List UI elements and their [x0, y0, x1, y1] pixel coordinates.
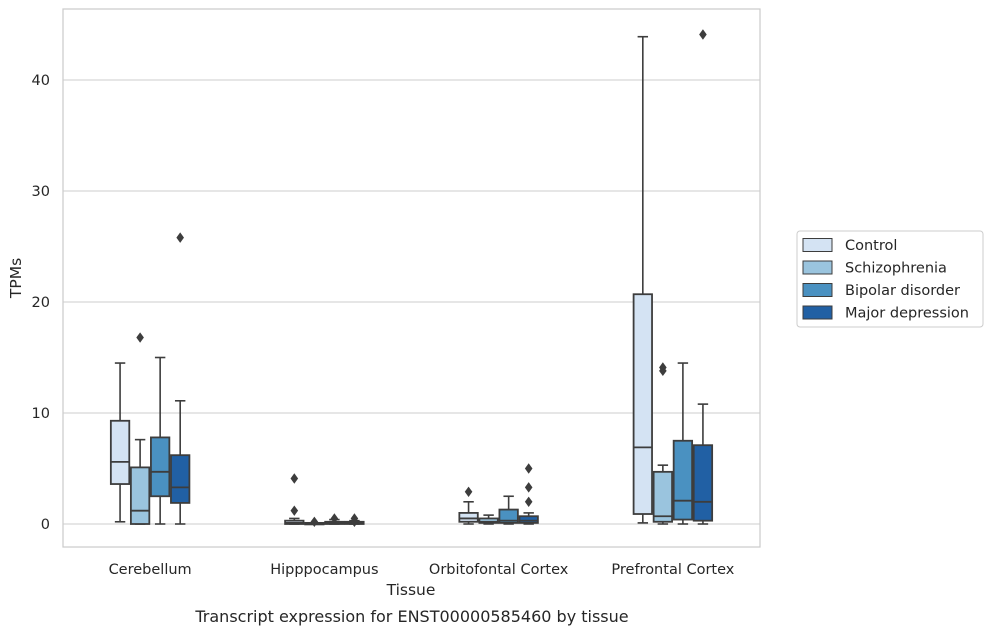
legend-frame: [796, 230, 984, 328]
box-2-0: [458, 486, 479, 525]
box-0-3: [170, 232, 191, 525]
box-3-1: [652, 362, 673, 525]
plot-frame: [62, 8, 761, 548]
box-2-2: [498, 495, 519, 525]
box-body: [518, 515, 539, 524]
outlier-point-0: [310, 516, 319, 527]
box-body: [150, 436, 171, 498]
legend-entries: Control Schizophrenia Bipolar disorder Majo…: [802, 238, 969, 322]
outlier-point-0: [464, 486, 473, 498]
box-0-0: [109, 362, 131, 523]
x-tick-label-1: Hipppocampus: [270, 562, 378, 578]
boxes: [109, 29, 714, 527]
outlier-point-0: [699, 29, 707, 40]
outlier-point-0: [290, 473, 299, 484]
outlier-point-0: [524, 496, 533, 507]
box-2-3: [518, 463, 539, 525]
outlier-point-0: [136, 332, 144, 343]
box-0-1: [129, 332, 151, 525]
box-body: [170, 454, 191, 504]
x-tick-label-2: Orbitofontal Cortex: [429, 562, 569, 578]
box-body: [652, 470, 673, 523]
x-tick-labels: Cerebellum Hipppocampus Orbitofontal Corte…: [109, 562, 735, 578]
box-body: [692, 444, 714, 522]
outlier-point-1: [290, 505, 299, 516]
legend-swatch-0: [802, 238, 833, 252]
outlier-point-1: [659, 362, 667, 373]
outlier-point-1: [350, 516, 359, 527]
box-body: [632, 293, 653, 515]
legend-swatch-3: [802, 305, 833, 320]
box-3-3: [692, 29, 714, 525]
y-tick-label-0: 0: [41, 517, 50, 533]
y-tick-label-40: 40: [32, 73, 50, 89]
y-tick-label-20: 20: [32, 295, 50, 311]
box-body: [458, 512, 479, 523]
legend-label-0: Control: [845, 238, 897, 254]
box-body: [498, 508, 519, 524]
y-tick-label-30: 30: [32, 184, 50, 200]
x-axis-label: Tissue: [386, 581, 436, 599]
box-1-3: [344, 513, 365, 527]
outlier-point-0: [330, 513, 339, 524]
y-tick-label-10: 10: [32, 406, 50, 422]
box-1-0: [284, 473, 305, 525]
x-tick-label-0: Cerebellum: [109, 562, 192, 578]
legend-swatch-2: [802, 283, 833, 297]
box-body: [478, 517, 499, 524]
legend-swatch-1: [802, 260, 833, 275]
box-1-1: [304, 516, 325, 527]
legend: Control Schizophrenia Bipolar disorder Majo…: [796, 230, 984, 328]
box-body: [109, 419, 131, 485]
legend-label-3: Major depression: [845, 306, 969, 322]
outlier-point-0: [176, 232, 184, 243]
y-tick-labels: 0 10 20 30 40: [32, 73, 50, 533]
outlier-point-1: [524, 482, 533, 493]
box-0-2: [150, 356, 171, 525]
box-2-1: [478, 514, 499, 525]
chart-caption: Transcript expression for ENST0000058546…: [194, 607, 628, 626]
legend-label-2: Bipolar disorder: [845, 283, 960, 299]
legend-label-1: Schizophrenia: [845, 261, 947, 277]
box-3-0: [632, 35, 653, 524]
outlier-point-2: [524, 463, 533, 474]
y-axis-label: TPMs: [7, 258, 25, 299]
box-1-2: [324, 513, 345, 525]
box-body: [129, 466, 151, 525]
box-3-2: [672, 362, 694, 525]
x-tick-label-3: Prefrontal Cortex: [611, 562, 734, 578]
box-body: [672, 439, 694, 521]
